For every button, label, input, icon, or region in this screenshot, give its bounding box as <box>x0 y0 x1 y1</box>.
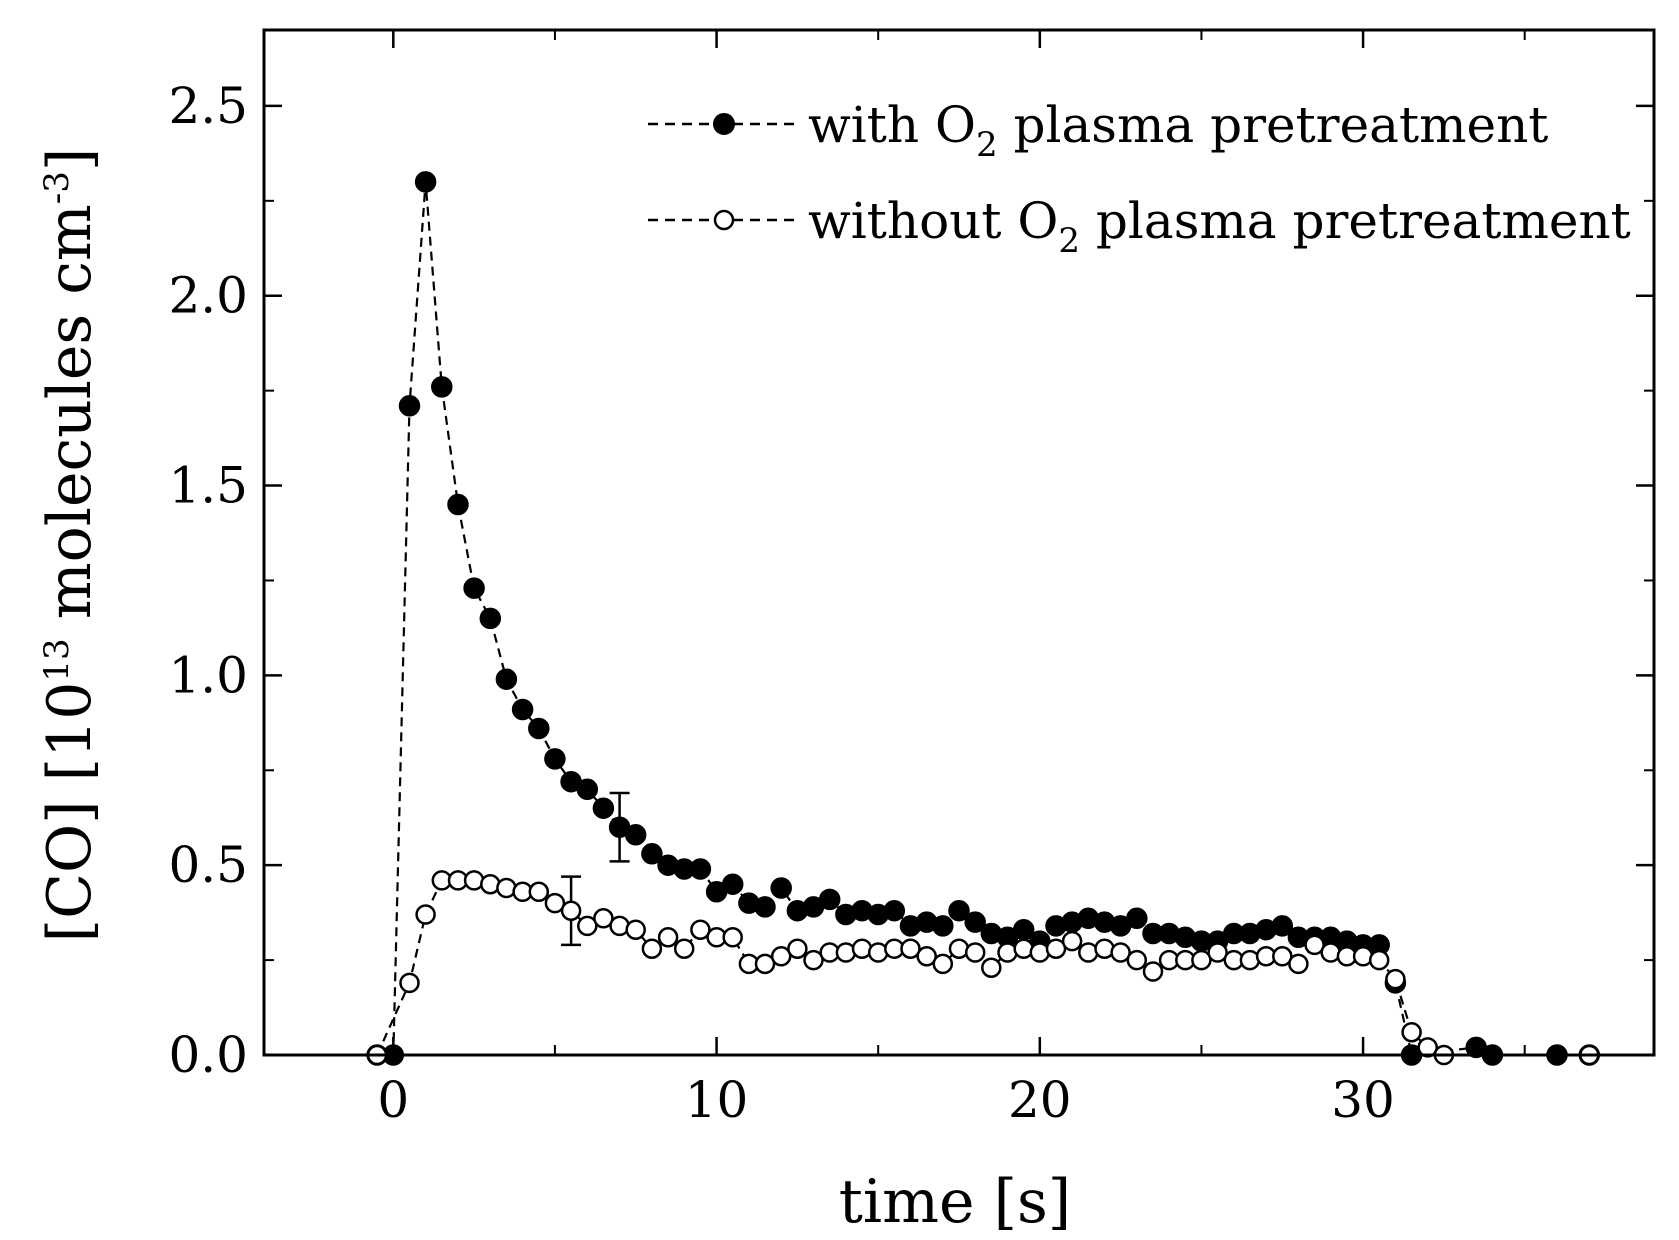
data-point <box>932 953 954 975</box>
data-point <box>1126 949 1148 971</box>
plot-frame <box>262 28 1656 1057</box>
series-with <box>366 171 1601 1066</box>
legend-label-without-sub: 2 <box>1058 221 1080 261</box>
data-point <box>1304 934 1325 956</box>
y-tick-label: 2.5 <box>168 77 248 135</box>
data-point <box>1272 946 1293 967</box>
data-point <box>528 717 550 740</box>
data-point <box>641 938 663 959</box>
data-point <box>932 915 954 937</box>
data-point <box>577 915 598 937</box>
x-tick-label: 30 <box>1331 1071 1395 1129</box>
legend-label-with: with O2 plasma pretreatment <box>808 96 1548 165</box>
data-point <box>1207 942 1228 963</box>
y-tick-label: 1.5 <box>168 457 248 515</box>
data-point <box>544 892 566 914</box>
data-point <box>948 899 970 922</box>
data-point <box>544 748 566 770</box>
legend-label-with-post: plasma pretreatment <box>998 96 1549 154</box>
legend-label-without-pre: without O <box>808 192 1058 250</box>
data-point <box>431 376 453 398</box>
data-point <box>803 949 824 971</box>
legend: with O2 plasma pretreatment without O2 p… <box>648 96 1631 261</box>
data-point <box>1045 938 1067 959</box>
legend-item-without: without O2 plasma pretreatment <box>648 192 1631 261</box>
data-point <box>641 843 663 865</box>
data-point <box>721 873 744 895</box>
data-point <box>447 493 469 516</box>
data-point <box>754 953 776 975</box>
y-axis-title-prefix: [CO] [10 <box>35 682 105 943</box>
legend-marker-open <box>713 209 735 231</box>
y-axis: 0.0 0.5 1.0 1.5 2.0 2.5 <box>168 77 1654 1084</box>
y-axis-title-suffix: ] <box>35 148 105 171</box>
data-point <box>754 896 776 918</box>
data-point <box>592 797 615 819</box>
data-point <box>690 919 711 940</box>
data-point <box>883 899 906 922</box>
y-tick-label: 2.0 <box>168 267 248 325</box>
x-tick-label: 20 <box>1008 1071 1072 1129</box>
data-point <box>495 668 518 690</box>
legend-marker-filled <box>713 113 735 135</box>
legend-label-with-pre: with O <box>808 96 976 154</box>
data-point <box>981 957 1002 978</box>
data-point <box>1191 949 1212 971</box>
data-point <box>818 888 841 911</box>
y-axis-title-exponent: 13 <box>37 638 77 681</box>
data-point <box>689 858 712 880</box>
data-point <box>1110 942 1131 963</box>
y-tick-label: 0.0 <box>168 1026 248 1084</box>
legend-label-with-sub: 2 <box>976 125 998 165</box>
y-axis-title-middle: molecules cm <box>35 204 105 638</box>
data-point <box>770 946 792 967</box>
data-point <box>624 824 647 846</box>
data-point <box>1385 968 1406 990</box>
data-point <box>398 395 421 417</box>
data-point <box>900 938 921 959</box>
x-axis-title: time [s] <box>839 1167 1071 1237</box>
data-point <box>916 946 937 967</box>
data-point <box>1271 915 1294 937</box>
data-point <box>770 877 792 899</box>
data-point <box>625 919 646 940</box>
data-point <box>593 908 614 929</box>
y-tick-label: 0.5 <box>168 836 248 894</box>
data-point <box>415 904 436 925</box>
data-point <box>414 171 437 193</box>
data-point <box>1288 953 1309 975</box>
legend-label-without-post: plasma pretreatment <box>1080 192 1631 250</box>
data-point <box>1368 949 1390 971</box>
x-tick-label: 10 <box>685 1071 749 1129</box>
y-axis-title-exponent-2: -3 <box>37 171 77 204</box>
data-point <box>576 778 599 801</box>
data-point <box>964 942 986 963</box>
plot-area <box>366 171 1601 1066</box>
data-point <box>657 927 679 948</box>
data-point <box>1126 907 1148 930</box>
x-tick-label: 0 <box>377 1071 409 1129</box>
data-point <box>479 607 502 630</box>
series-without <box>366 870 1600 1066</box>
data-point <box>560 900 582 921</box>
data-point <box>1401 1021 1422 1043</box>
data-point <box>787 938 808 959</box>
data-point <box>1142 961 1164 982</box>
legend-label-without: without O2 plasma pretreatment <box>808 192 1631 261</box>
data-point <box>528 881 550 903</box>
data-point <box>964 911 986 933</box>
data-point <box>1061 930 1083 952</box>
y-tick-label: 1.0 <box>168 646 248 704</box>
data-point <box>463 577 485 599</box>
data-point <box>673 938 695 959</box>
data-point <box>722 927 743 948</box>
data-point <box>399 972 420 994</box>
x-axis: 0 10 20 30 <box>377 30 1526 1129</box>
y-axis-title: [CO] [1013 molecules cm-3] <box>35 148 105 943</box>
legend-item-with: with O2 plasma pretreatment <box>648 96 1548 165</box>
data-point <box>511 698 534 721</box>
